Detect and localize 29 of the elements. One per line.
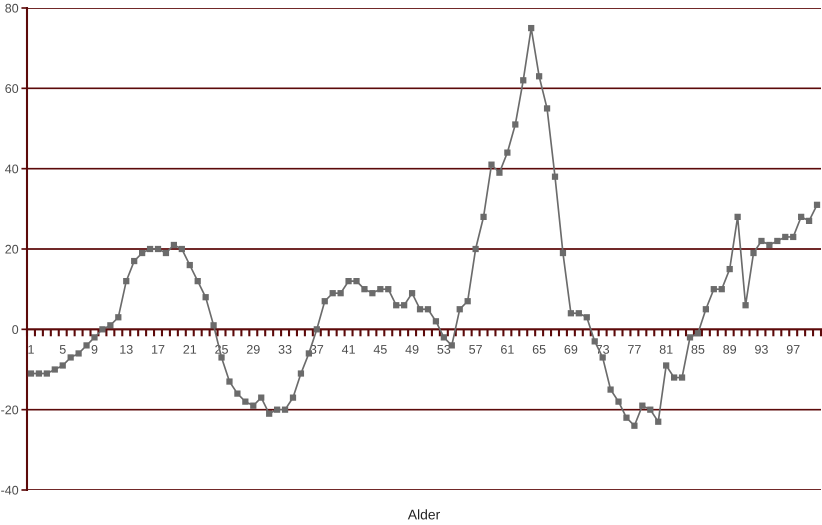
x-tick-label: 65 — [532, 344, 546, 354]
x-tick-label: 49 — [405, 344, 418, 354]
x-tick-label: 69 — [564, 344, 578, 354]
y-tick-label: 0 — [12, 325, 18, 334]
y-tick-label: 80 — [5, 4, 18, 13]
x-tick-label: 1 — [28, 345, 34, 354]
x-tick-label: 33 — [278, 344, 292, 354]
x-tick-label: 5 — [60, 345, 66, 354]
y-tick-label: 40 — [5, 164, 18, 174]
y-tick-label: -40 — [1, 486, 18, 495]
x-tick-label: 89 — [723, 344, 736, 354]
y-tick-label: 60 — [5, 84, 18, 93]
x-tick-label: 29 — [246, 344, 260, 354]
x-tick-label: 45 — [374, 345, 387, 354]
x-tick-label: 41 — [342, 345, 355, 354]
x-tick-label: 21 — [183, 344, 196, 354]
y-tick-label: -20 — [1, 405, 18, 414]
x-tick-label: 85 — [692, 344, 704, 354]
x-tick-label: 97 — [786, 344, 800, 354]
x-tick-label: 17 — [152, 345, 164, 354]
x-tick-label: 77 — [628, 345, 641, 354]
x-tick-label: 13 — [120, 344, 133, 354]
x-axis-title: Alder — [408, 509, 440, 520]
x-tick-label: 81 — [660, 344, 673, 354]
y-tick-label: 20 — [5, 244, 18, 254]
x-tick-label: 93 — [755, 344, 768, 354]
x-tick-label: 57 — [469, 345, 482, 354]
x-tick-label: 61 — [501, 344, 514, 354]
x-tick-label: 9 — [92, 344, 98, 354]
